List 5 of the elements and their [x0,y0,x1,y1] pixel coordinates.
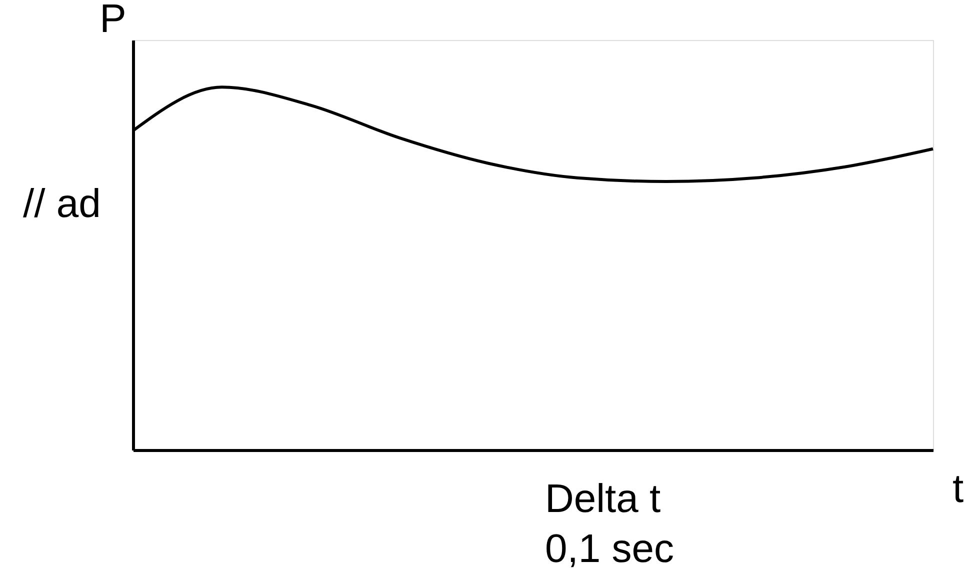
text: 0,1 sec [545,527,674,571]
text: Delta t [545,477,661,521]
y-axis-title: P [100,0,126,41]
text: // ad [23,182,101,226]
x-axis-title: t [952,467,964,511]
